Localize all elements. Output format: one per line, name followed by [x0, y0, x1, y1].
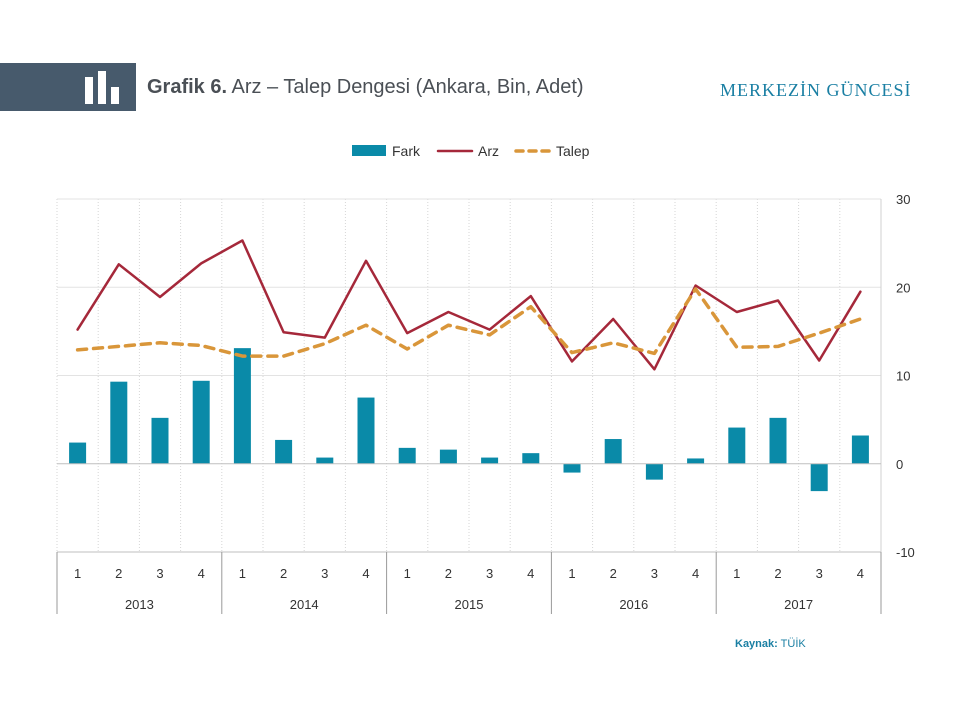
x-tick-label: 4 — [362, 566, 369, 581]
x-tick-label: 3 — [321, 566, 328, 581]
x-tick-label: 4 — [527, 566, 534, 581]
year-label: 2016 — [619, 597, 648, 612]
x-tick-label: 4 — [857, 566, 864, 581]
year-label: 2015 — [455, 597, 484, 612]
bar-fark — [481, 457, 499, 464]
brand-logo: MERKEZİN GÜNCESİ — [720, 80, 912, 100]
bar-fark — [110, 381, 128, 464]
bar-fark — [645, 463, 663, 480]
x-tick-label: 2 — [280, 566, 287, 581]
bar-fark — [316, 457, 334, 464]
x-tick-label: 3 — [486, 566, 493, 581]
bar-fark — [728, 427, 746, 464]
bar-fark — [192, 380, 210, 464]
year-label: 2014 — [290, 597, 319, 612]
x-tick-label: 4 — [692, 566, 699, 581]
bar-fark — [687, 458, 705, 464]
x-tick-label: 4 — [198, 566, 205, 581]
chart-title-text: Arz – Talep Dengesi (Ankara, Bin, Adet) — [227, 76, 584, 98]
bar-fark — [604, 439, 622, 464]
x-tick-label: 2 — [774, 566, 781, 581]
bar-fark — [563, 463, 581, 473]
bar-fark — [233, 348, 251, 464]
bar-fark — [398, 447, 416, 464]
bar-fark — [851, 435, 869, 464]
x-tick-label: 1 — [733, 566, 740, 581]
x-tick-label: 2 — [115, 566, 122, 581]
line-talep — [75, 287, 863, 358]
x-tick-label: 1 — [568, 566, 575, 581]
y-tick-label: 10 — [896, 369, 910, 384]
x-tick-label: 1 — [404, 566, 411, 581]
y-tick-label: 20 — [896, 280, 910, 295]
y-tick-label: -10 — [896, 545, 915, 560]
header-band — [0, 63, 136, 111]
legend-label-fark: Fark — [392, 143, 421, 159]
bar-chart-icon — [85, 71, 119, 104]
y-tick-label: 30 — [896, 192, 910, 207]
bar-fark — [522, 453, 540, 464]
chart-title-number: Grafik 6. — [147, 76, 228, 98]
x-tick-label: 1 — [239, 566, 246, 581]
x-tick-label: 2 — [445, 566, 452, 581]
bar-fark — [357, 397, 375, 464]
legend-label-arz: Arz — [478, 143, 499, 159]
y-tick-label: 0 — [896, 457, 903, 472]
year-label: 2013 — [125, 597, 154, 612]
chart-title: Grafik 6. Arz – Talep Dengesi (Ankara, B… — [147, 76, 584, 99]
legend-label-talep: Talep — [556, 143, 590, 159]
source-label: Kaynak: — [735, 638, 778, 650]
x-tick-label: 3 — [651, 566, 658, 581]
line-arz — [76, 239, 862, 371]
bar-fark — [151, 417, 169, 464]
bar-fark — [69, 442, 87, 464]
x-tick-label: 3 — [816, 566, 823, 581]
x-tick-label: 3 — [156, 566, 163, 581]
bar-fark — [439, 449, 457, 464]
year-label: 2017 — [784, 597, 813, 612]
source-note: Kaynak: TÜİK — [735, 638, 806, 650]
bar-fark — [275, 439, 293, 464]
source-value: TÜİK — [777, 638, 806, 650]
bar-fark — [769, 417, 787, 464]
legend-swatch-fark — [352, 145, 386, 156]
bar-fark — [810, 463, 828, 492]
x-tick-label: 1 — [74, 566, 81, 581]
x-tick-label: 2 — [610, 566, 617, 581]
